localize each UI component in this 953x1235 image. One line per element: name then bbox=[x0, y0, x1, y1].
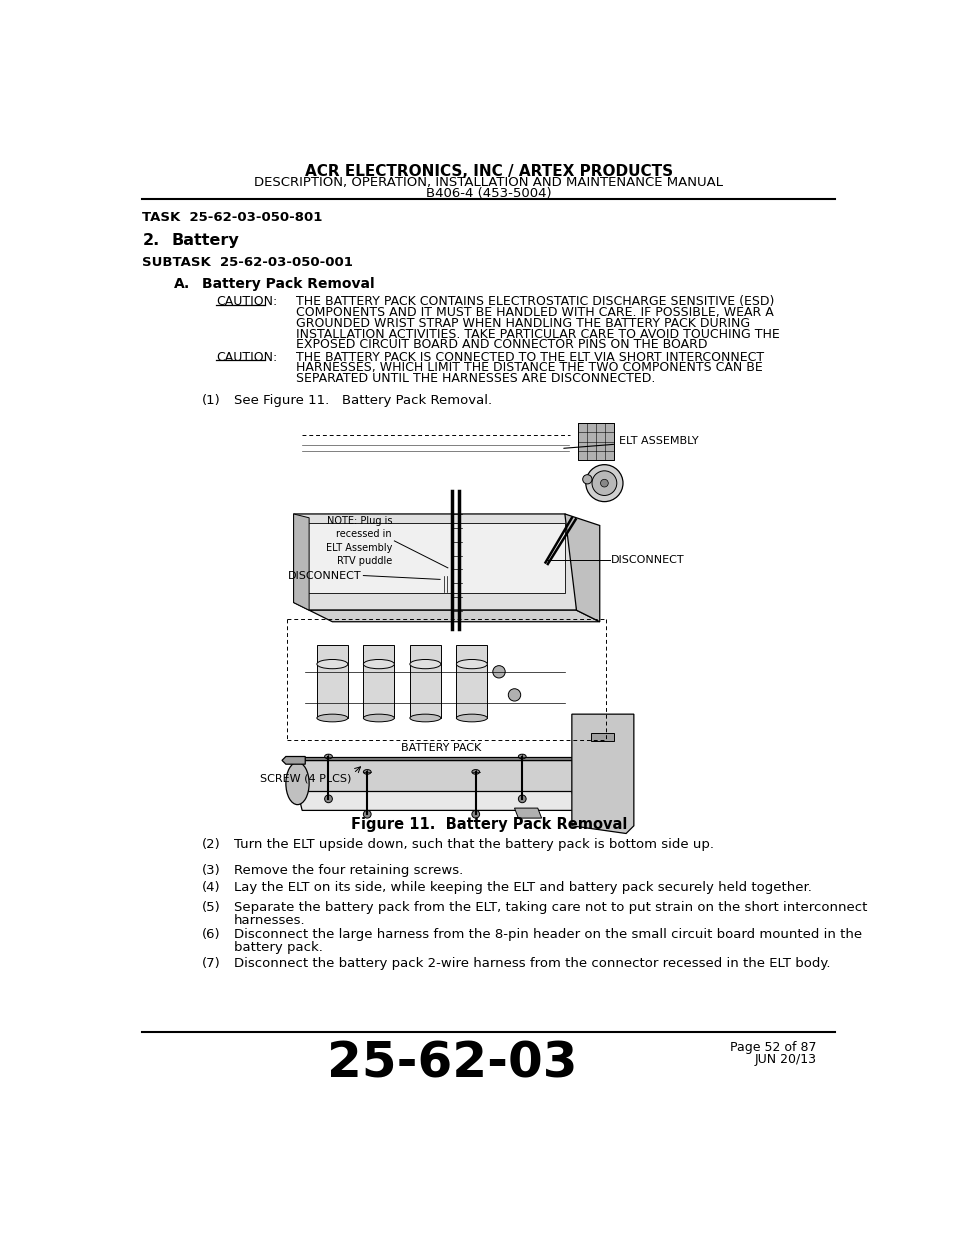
Circle shape bbox=[582, 474, 592, 484]
Polygon shape bbox=[309, 610, 599, 621]
Bar bbox=[440, 576, 462, 593]
Text: See Figure 11.   Battery Pack Removal.: See Figure 11. Battery Pack Removal. bbox=[233, 394, 492, 406]
Polygon shape bbox=[282, 757, 305, 764]
Text: Separate the battery pack from the ELT, taking care not to put strain on the sho: Separate the battery pack from the ELT, … bbox=[233, 902, 866, 914]
Bar bbox=[316, 645, 348, 718]
Circle shape bbox=[493, 666, 505, 678]
Text: THE BATTERY PACK IS CONNECTED TO THE ELT VIA SHORT INTERCONNECT: THE BATTERY PACK IS CONNECTED TO THE ELT… bbox=[295, 351, 763, 364]
Polygon shape bbox=[591, 734, 614, 741]
Ellipse shape bbox=[363, 659, 394, 668]
Circle shape bbox=[508, 689, 520, 701]
Text: CAUTION:: CAUTION: bbox=[216, 351, 277, 364]
Text: HARNESSES, WHICH LIMIT THE DISTANCE THE TWO COMPONENTS CAN BE: HARNESSES, WHICH LIMIT THE DISTANCE THE … bbox=[295, 362, 761, 374]
Bar bbox=[363, 645, 394, 718]
Text: battery pack.: battery pack. bbox=[233, 941, 322, 953]
Text: Page 52 of 87: Page 52 of 87 bbox=[729, 1041, 816, 1055]
Bar bbox=[410, 645, 440, 718]
Ellipse shape bbox=[324, 755, 332, 758]
Ellipse shape bbox=[410, 714, 440, 721]
Ellipse shape bbox=[517, 755, 525, 758]
Text: 2.: 2. bbox=[142, 233, 159, 248]
Ellipse shape bbox=[456, 714, 487, 721]
Ellipse shape bbox=[316, 714, 348, 721]
Text: (3): (3) bbox=[202, 864, 221, 877]
Text: B406-4 (453-5004): B406-4 (453-5004) bbox=[426, 186, 551, 200]
Polygon shape bbox=[297, 761, 571, 792]
Ellipse shape bbox=[472, 769, 479, 774]
Text: harnesses.: harnesses. bbox=[233, 914, 305, 926]
Text: SCREW (4 PLCS): SCREW (4 PLCS) bbox=[260, 773, 352, 783]
Circle shape bbox=[324, 795, 332, 803]
Text: JUN 20/13: JUN 20/13 bbox=[754, 1053, 816, 1066]
Text: BATTERY PACK: BATTERY PACK bbox=[400, 742, 480, 752]
Circle shape bbox=[472, 810, 479, 818]
Polygon shape bbox=[297, 792, 576, 810]
Bar bbox=[525, 556, 545, 571]
Text: (7): (7) bbox=[202, 957, 221, 971]
Circle shape bbox=[585, 464, 622, 501]
Text: THE BATTERY PACK CONTAINS ELECTROSTATIC DISCHARGE SENSITIVE (ESD): THE BATTERY PACK CONTAINS ELECTROSTATIC … bbox=[295, 295, 774, 309]
Text: Lay the ELT on its side, while keeping the ELT and battery pack securely held to: Lay the ELT on its side, while keeping t… bbox=[233, 882, 811, 894]
Polygon shape bbox=[294, 514, 309, 610]
Text: Disconnect the battery pack 2-wire harness from the connector recessed in the EL: Disconnect the battery pack 2-wire harne… bbox=[233, 957, 829, 971]
Text: EXPOSED CIRCUIT BOARD AND CONNECTOR PINS ON THE BOARD: EXPOSED CIRCUIT BOARD AND CONNECTOR PINS… bbox=[295, 338, 707, 352]
Text: (5): (5) bbox=[202, 902, 221, 914]
Ellipse shape bbox=[286, 762, 309, 805]
Text: Remove the four retaining screws.: Remove the four retaining screws. bbox=[233, 864, 463, 877]
Text: 25-62-03: 25-62-03 bbox=[327, 1040, 578, 1088]
Polygon shape bbox=[297, 757, 571, 761]
Polygon shape bbox=[305, 524, 564, 593]
Ellipse shape bbox=[363, 769, 371, 774]
Text: (1): (1) bbox=[202, 394, 221, 406]
Polygon shape bbox=[294, 514, 576, 610]
Text: SUBTASK  25-62-03-050-001: SUBTASK 25-62-03-050-001 bbox=[142, 256, 353, 269]
Circle shape bbox=[517, 795, 525, 803]
Bar bbox=[578, 424, 614, 461]
Text: A.: A. bbox=[173, 277, 190, 290]
Text: CAUTION:: CAUTION: bbox=[216, 295, 277, 309]
Bar bbox=[456, 645, 487, 718]
Text: DISCONNECT: DISCONNECT bbox=[611, 556, 684, 566]
Text: (2): (2) bbox=[202, 839, 221, 851]
Ellipse shape bbox=[456, 659, 487, 668]
Text: TASK  25-62-03-050-801: TASK 25-62-03-050-801 bbox=[142, 211, 322, 225]
Ellipse shape bbox=[363, 714, 394, 721]
Text: NOTE: Plug is
recessed in
ELT Assembly
RTV puddle: NOTE: Plug is recessed in ELT Assembly R… bbox=[325, 516, 392, 566]
Text: DESCRIPTION, OPERATION, INSTALLATION AND MAINTENANCE MANUAL: DESCRIPTION, OPERATION, INSTALLATION AND… bbox=[254, 175, 722, 189]
Text: ELT ASSEMBLY: ELT ASSEMBLY bbox=[563, 436, 698, 448]
Circle shape bbox=[363, 810, 371, 818]
Text: GROUNDED WRIST STRAP WHEN HANDLING THE BATTERY PACK DURING: GROUNDED WRIST STRAP WHEN HANDLING THE B… bbox=[295, 317, 749, 330]
Text: COMPONENTS AND IT MUST BE HANDLED WITH CARE. IF POSSIBLE, WEAR A: COMPONENTS AND IT MUST BE HANDLED WITH C… bbox=[295, 306, 773, 319]
Text: Battery Pack Removal: Battery Pack Removal bbox=[202, 277, 375, 290]
Ellipse shape bbox=[410, 659, 440, 668]
Text: INSTALLATION ACTIVITIES. TAKE PARTICULAR CARE TO AVOID TOUCHING THE: INSTALLATION ACTIVITIES. TAKE PARTICULAR… bbox=[295, 327, 779, 341]
Text: SEPARATED UNTIL THE HARNESSES ARE DISCONNECTED.: SEPARATED UNTIL THE HARNESSES ARE DISCON… bbox=[295, 372, 655, 385]
Text: Figure 11.  Battery Pack Removal: Figure 11. Battery Pack Removal bbox=[351, 816, 626, 831]
Text: (6): (6) bbox=[202, 929, 220, 941]
Ellipse shape bbox=[316, 659, 348, 668]
Polygon shape bbox=[571, 714, 633, 834]
Polygon shape bbox=[564, 514, 599, 621]
Text: Turn the ELT upside down, such that the battery pack is bottom side up.: Turn the ELT upside down, such that the … bbox=[233, 839, 713, 851]
Polygon shape bbox=[514, 808, 541, 818]
Text: ACR ELECTRONICS, INC / ARTEX PRODUCTS: ACR ELECTRONICS, INC / ARTEX PRODUCTS bbox=[305, 163, 672, 179]
Text: Battery: Battery bbox=[172, 233, 239, 248]
Text: Disconnect the large harness from the 8-pin header on the small circuit board mo: Disconnect the large harness from the 8-… bbox=[233, 929, 862, 941]
Circle shape bbox=[599, 479, 608, 487]
Text: (4): (4) bbox=[202, 882, 220, 894]
Circle shape bbox=[592, 471, 617, 495]
Text: DISCONNECT: DISCONNECT bbox=[288, 571, 361, 580]
